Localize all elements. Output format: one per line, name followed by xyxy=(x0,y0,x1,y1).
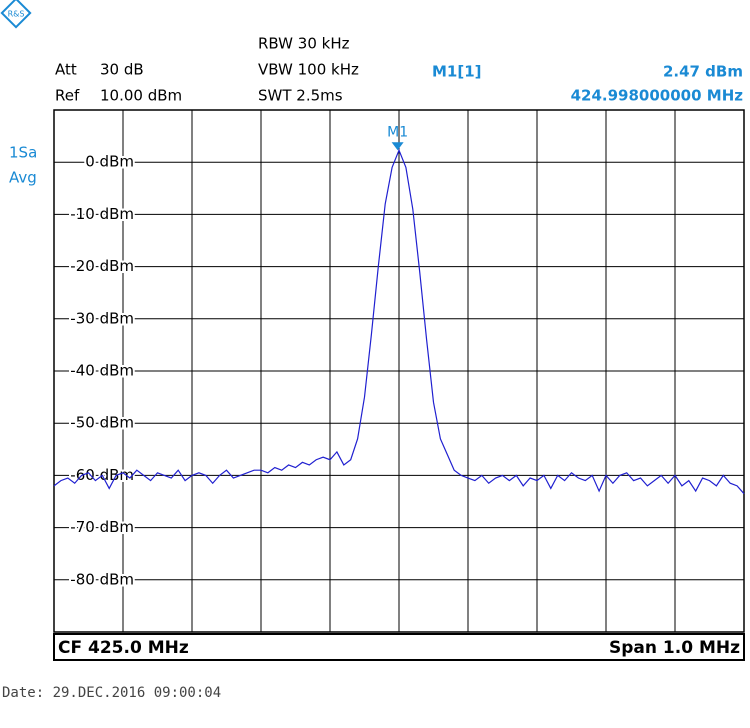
y-tick-label: 0 dBm xyxy=(85,153,134,171)
rbw: RBW 30 kHz xyxy=(258,35,350,53)
center-frequency: CF 425.0 MHz xyxy=(58,638,189,658)
trace-mode: 1Sa xyxy=(9,144,37,162)
marker-readout: M1[1] xyxy=(432,63,482,81)
ref-value: 10.00 dBm xyxy=(100,87,182,105)
marker xyxy=(391,142,404,151)
y-tick-label: -10 dBm xyxy=(70,205,134,223)
trace xyxy=(53,148,745,495)
plot: 0 dBm -10 dBm -20 dBm -30 dBm -40 dBm -50 dBm… xyxy=(53,109,745,633)
footer-bar xyxy=(53,633,745,661)
att-value: 30 dB xyxy=(100,61,144,79)
y-tick-label: -30 dBm xyxy=(70,309,134,327)
logo: R&S xyxy=(0,0,32,29)
date: Date: 29.DEC.2016 09:00:04 xyxy=(2,685,221,701)
ref-label: Ref xyxy=(55,87,80,105)
marker-frequency: 424.998000000 MHz xyxy=(571,87,744,105)
att-label: Att xyxy=(55,61,77,79)
marker-level: 2.47 dBm xyxy=(663,63,743,81)
y-tick-label: -20 dBm xyxy=(70,257,134,275)
span: Span 1.0 MHz xyxy=(609,638,740,658)
marker-label: M1 xyxy=(387,124,408,140)
y-tick-label: -40 dBm xyxy=(70,362,134,380)
vbw: VBW 100 kHz xyxy=(258,61,359,79)
y-tick-label: -50 dBm xyxy=(70,414,134,432)
trace-mode: Avg xyxy=(9,169,37,187)
y-tick-label: -70 dBm xyxy=(70,518,134,536)
swt: SWT 2.5ms xyxy=(258,87,343,105)
y-tick-label: -80 dBm xyxy=(70,570,134,588)
svg-text:R&S: R&S xyxy=(8,10,25,19)
